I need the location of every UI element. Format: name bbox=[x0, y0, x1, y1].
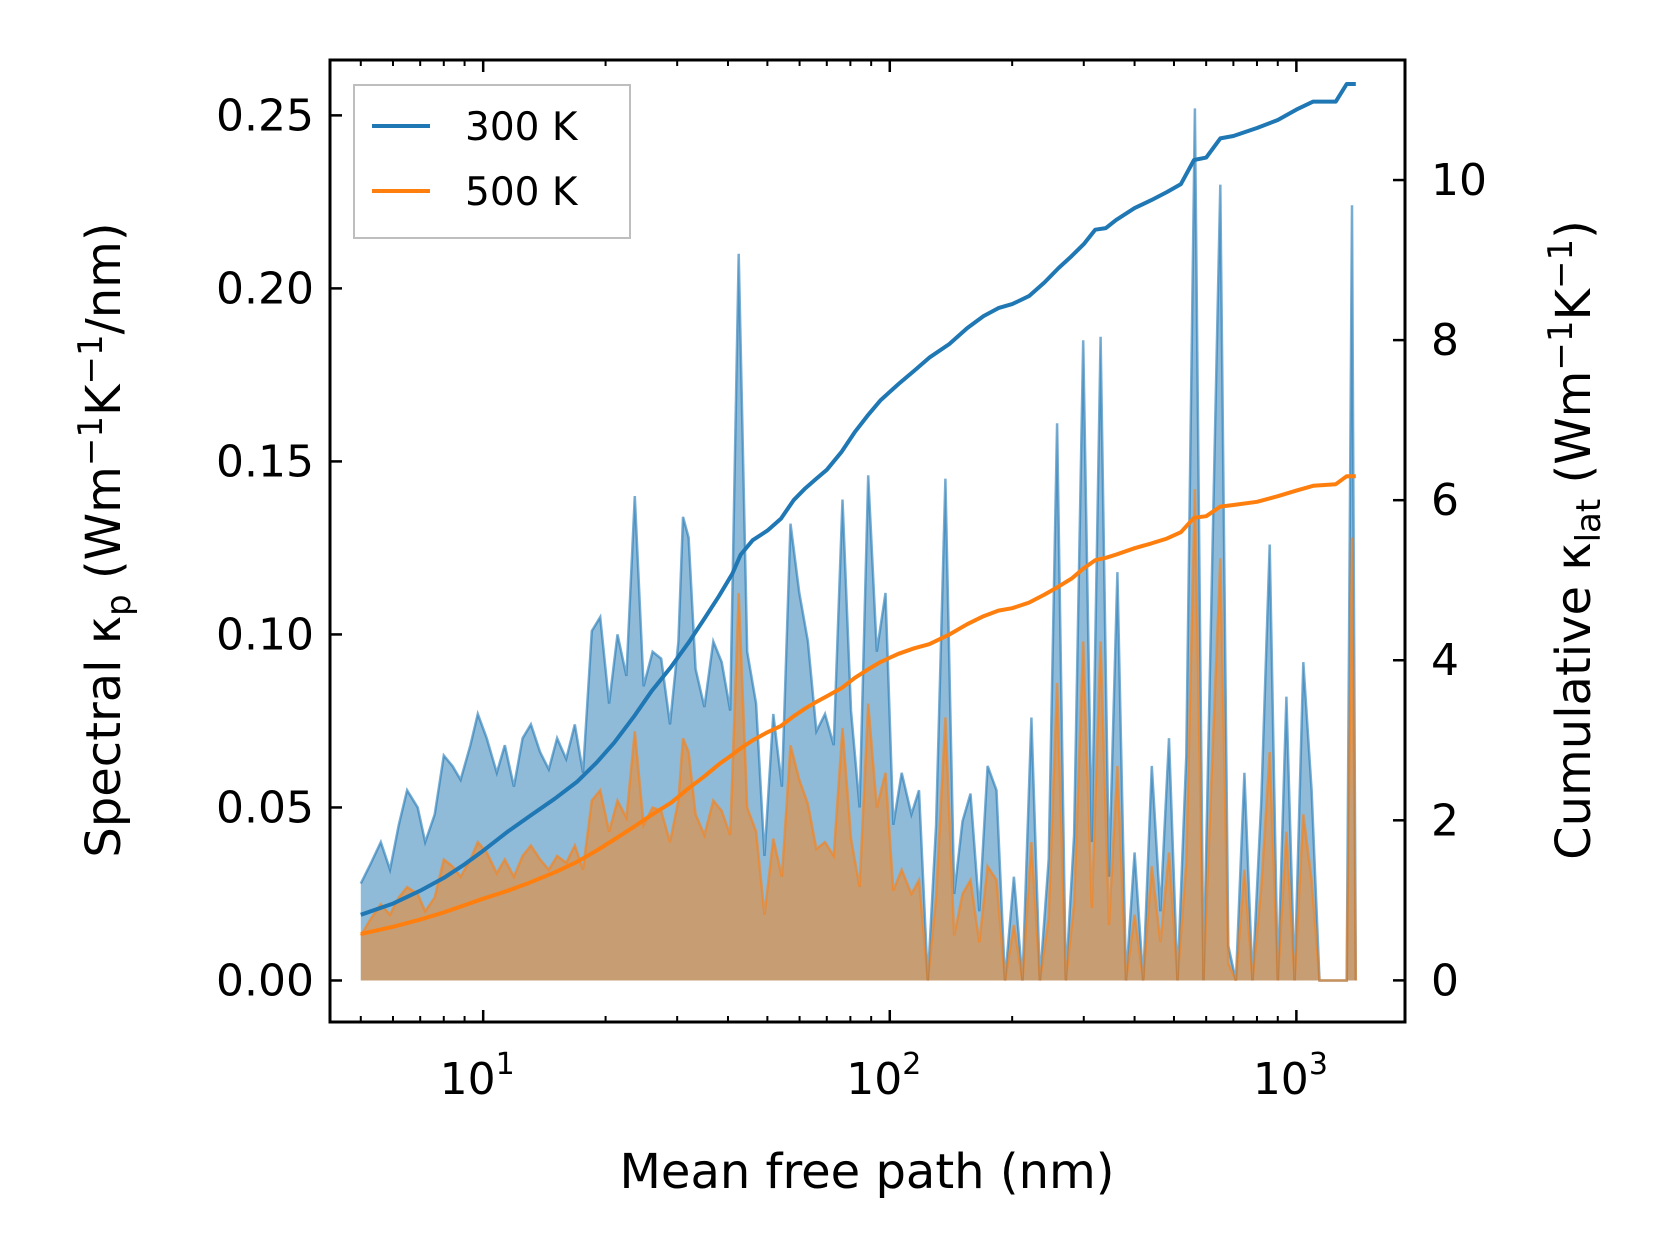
y-tick-label: 0.15 bbox=[216, 436, 314, 487]
legend-box bbox=[353, 84, 631, 239]
x-axis-label: Mean free path (nm) bbox=[620, 1144, 1115, 1200]
y2-tick-label: 8 bbox=[1431, 315, 1459, 366]
plot-area bbox=[359, 82, 1358, 982]
cumulative-line-300k bbox=[360, 82, 1356, 917]
y2-label-mid: K bbox=[1546, 287, 1602, 320]
plot-frame bbox=[328, 58, 1407, 1024]
axis-ticks: 0.00 0.05 0.10 0.15 0.20 0.25 0 2 4 6 8 10 101 102 103 bbox=[216, 60, 1487, 1105]
cumulative-lines bbox=[360, 82, 1356, 936]
spectral-line-500k bbox=[359, 489, 1358, 982]
y-tick-label: 0.10 bbox=[216, 609, 314, 660]
legend-label-300k: 300 K bbox=[465, 105, 579, 150]
y2-tick-label: 4 bbox=[1431, 635, 1459, 686]
y2-label-close: ) bbox=[1546, 220, 1602, 239]
cumulative-line-500k bbox=[360, 474, 1356, 936]
y-tick-label: 0.05 bbox=[216, 782, 314, 833]
y2-tick-label: 0 bbox=[1431, 955, 1459, 1006]
spectral-lines bbox=[359, 108, 1358, 982]
y-tick-label: 0.00 bbox=[216, 955, 314, 1006]
y2-tick-label: 2 bbox=[1431, 795, 1459, 846]
y-label-base: Spectral κ bbox=[76, 616, 132, 858]
y2-label-base: Cumulative κ bbox=[1546, 542, 1602, 860]
y-label-sub: p bbox=[99, 594, 139, 616]
spectral-line-300k bbox=[359, 108, 1358, 982]
y-label-close: /nm) bbox=[76, 222, 132, 334]
y-label-mid: K bbox=[76, 383, 132, 416]
legend: 300 K 500 K bbox=[353, 84, 631, 239]
y-axis-label: Spectral κp (Wm−1K−1/nm) bbox=[71, 222, 139, 857]
y2-tick-label: 10 bbox=[1431, 155, 1487, 206]
y2-tick-label: 6 bbox=[1431, 475, 1459, 526]
y-tick-label: 0.20 bbox=[216, 263, 314, 314]
x-tick-label: 103 bbox=[1253, 1047, 1328, 1105]
y2-axis-label: Cumulative κlat (Wm−1K−1) bbox=[1541, 220, 1609, 860]
y2-label-exp2: −1 bbox=[1541, 239, 1581, 289]
legend-label-500k: 500 K bbox=[465, 170, 579, 215]
y2-label-exp1: −1 bbox=[1541, 320, 1581, 370]
y-label-open: (Wm bbox=[76, 466, 132, 594]
y2-label-open: (Wm bbox=[1546, 371, 1602, 499]
spectral-fill-500k bbox=[360, 489, 1356, 981]
y-label-exp2: −1 bbox=[71, 334, 111, 384]
y-label-exp1: −1 bbox=[71, 416, 111, 466]
y-tick-label: 0.25 bbox=[216, 90, 314, 141]
x-tick-label: 102 bbox=[846, 1047, 921, 1105]
x-tick-label: 101 bbox=[440, 1047, 515, 1105]
y2-label-sub: lat bbox=[1569, 499, 1609, 543]
